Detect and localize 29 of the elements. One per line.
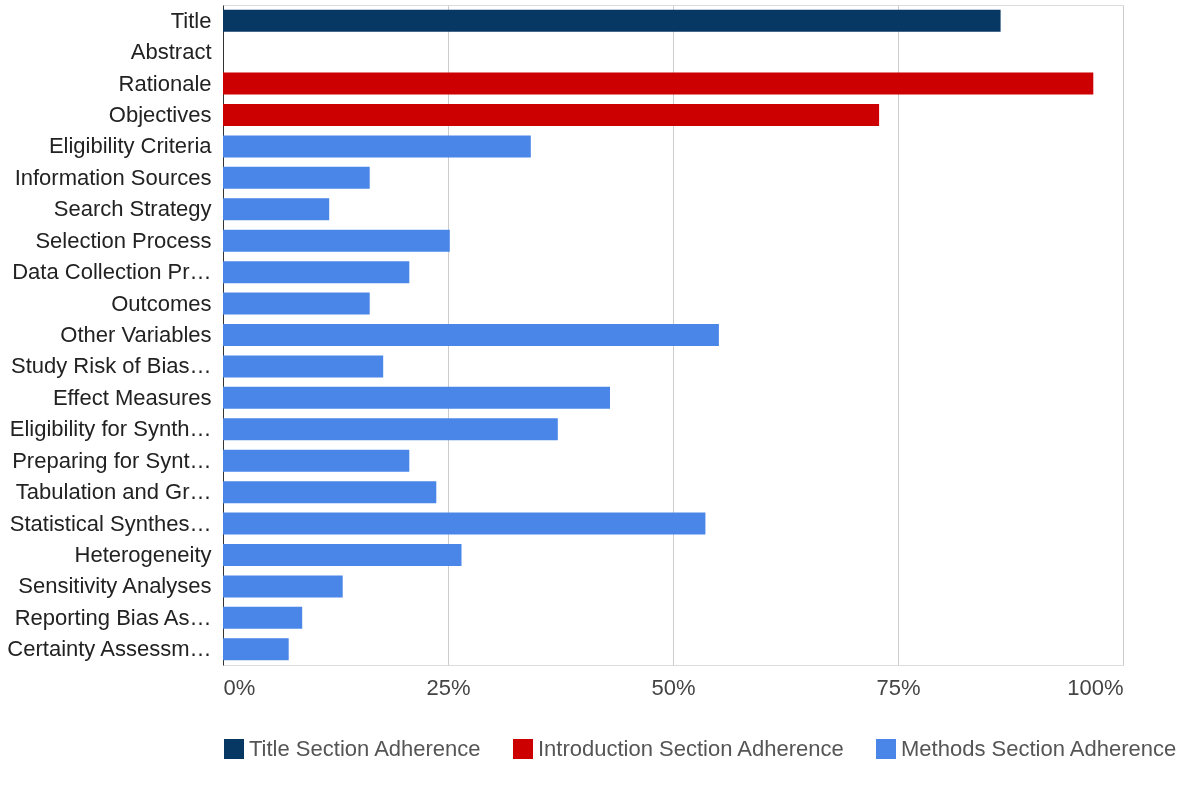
y-tick-label: Objectives <box>108 102 212 127</box>
y-tick-label: Certainty Assessm… <box>7 636 212 662</box>
y-tick-label: Outcomes <box>111 290 212 316</box>
y-tick-label: Heterogeneity <box>74 542 212 567</box>
y-tick-label: Selection Process <box>35 227 212 253</box>
x-tick-label: 75% <box>876 674 921 700</box>
legend-label: Methods Section Adherence <box>901 736 1177 761</box>
legend-label: Title Section Adherence <box>249 736 481 761</box>
y-tick-label: Eligibility Criteria <box>48 133 213 159</box>
y-tick-label: Title <box>170 7 212 33</box>
y-tick-label: Other Variables <box>60 322 212 347</box>
y-tick-label: Preparing for Synt… <box>12 447 212 473</box>
y-tick-label: Information Sources <box>14 164 212 190</box>
y-tick-label: Sensitivity Analyses <box>18 573 212 599</box>
y-tick-label: Study Risk of Bias… <box>10 353 212 379</box>
y-tick-label: Effect Measures <box>52 384 212 410</box>
x-tick-label: 100% <box>1067 674 1124 700</box>
y-tick-label: Search Strategy <box>53 196 212 222</box>
y-tick-label: Tabulation and Gr… <box>15 479 212 505</box>
y-tick-label: Rationale <box>118 70 212 96</box>
y-tick-label: Reporting Bias As… <box>14 604 212 630</box>
x-tick-label: 50% <box>651 674 696 700</box>
y-tick-label: Abstract <box>130 39 212 65</box>
x-tick-label: 25% <box>426 674 471 700</box>
x-tick-label: 0% <box>223 674 256 700</box>
y-tick-label: Eligibility for Synth… <box>9 416 212 442</box>
y-tick-label: Data Collection Pr… <box>12 259 212 285</box>
legend-label: Introduction Section Adherence <box>538 736 844 761</box>
y-tick-label: Statistical Synthes… <box>9 510 212 536</box>
